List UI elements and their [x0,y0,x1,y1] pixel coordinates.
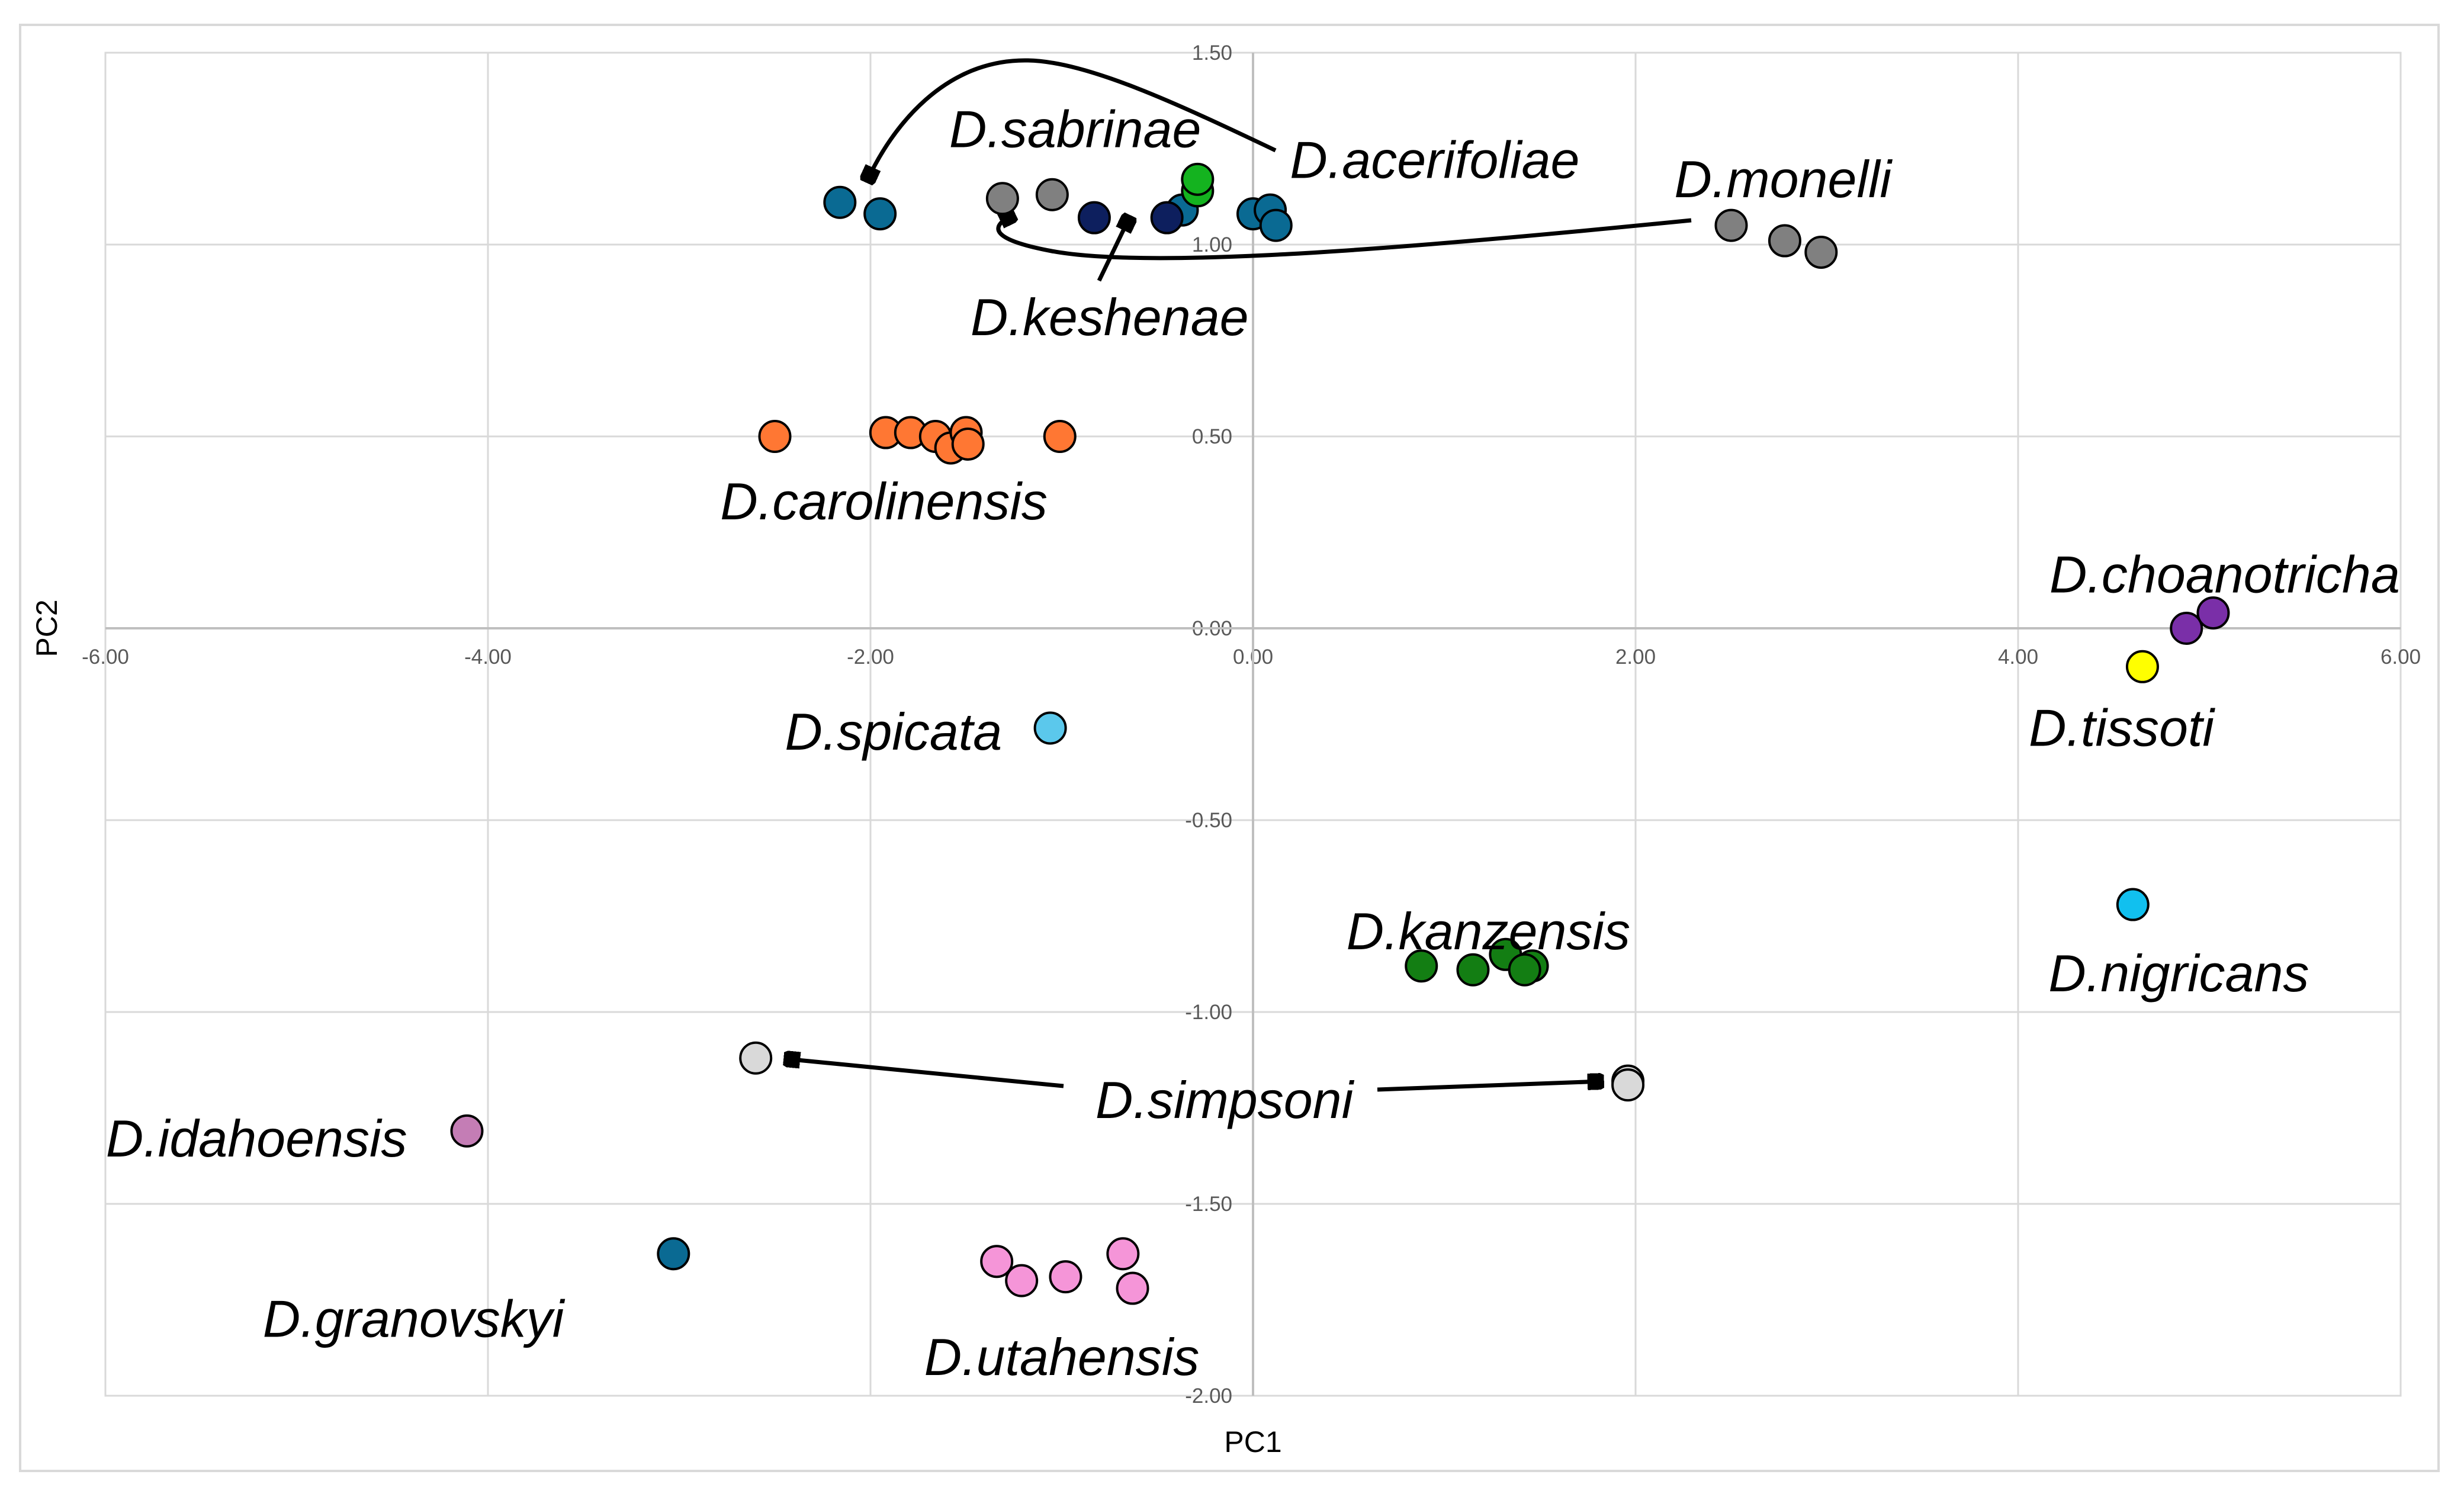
species-label-d-tissoti: D.tissoti [2029,698,2215,757]
data-point [1106,1237,1140,1271]
data-point [1181,162,1215,196]
species-label-d-sabrinae: D.sabrinae [949,100,1202,159]
data-point [951,427,985,461]
arrow-monelli [996,214,1692,261]
data-point [1768,224,1801,258]
series-d-carolinensis [758,416,1077,465]
data-point [2170,612,2203,645]
y-tick-label: -0.50 [1185,809,1232,832]
data-point [1508,953,1541,987]
species-label-d-monelli: D.monelli [1674,150,1893,208]
data-point [739,1041,773,1075]
species-label-d-kanzensis: D.kanzensis [1347,902,1630,960]
arrow-acerifoliae [867,58,1277,181]
series-d-choanotricha [2170,596,2230,645]
data-point [2116,888,2150,921]
axis-layer: -6.00 -4.00 -2.00 0.00 2.00 4.00 6.001.501.000… [30,41,2421,1459]
data-point [985,182,1019,216]
data-point [863,197,897,231]
data-point [657,1237,690,1271]
data-point [1259,208,1293,242]
x-axis-title: PC1 [1224,1425,1281,1459]
data-point [1077,201,1111,234]
y-tick-label: 1.00 [1192,233,1232,256]
species-label-d-keshenae: D.keshenae [971,288,1249,346]
y-axis-title: PC2 [30,599,63,657]
data-point [2196,596,2230,630]
arrow-simpsoni-left [785,1059,1064,1088]
data-point [823,185,857,219]
x-tick-label: -6.00 [82,645,129,669]
data-point [1049,1260,1082,1294]
series-d-simpsoni [739,1041,1645,1102]
series-d-idahoensis [450,1114,484,1148]
species-label-d-nigricans: D.nigricans [2048,944,2309,1003]
series-d-keshenae [1077,201,1184,234]
series-d-tissoti [2125,650,2159,683]
arrow-layer [785,58,1692,1092]
data-point [1804,235,1838,269]
series-d-granovskyi [657,1237,690,1271]
data-point [1611,1068,1645,1102]
data-point [1005,1264,1039,1297]
species-label-d-simpsoni: D.simpsoni [1096,1071,1355,1129]
data-point [1714,208,1748,242]
data-point [758,420,792,453]
series-d-kanzensis [1405,937,1549,987]
arrow-simpsoni-right [1377,1081,1602,1092]
y-tick-label: 0.50 [1192,425,1232,448]
x-tick-label: 6.00 [2381,645,2421,669]
species-label-d-carolinensis: D.carolinensis [720,472,1048,531]
data-point [980,1245,1014,1278]
series-d-spicata [1033,711,1067,745]
species-label-d-acerifoliae: D.acerifoliae [1290,130,1579,189]
data-point [1405,949,1438,983]
data-point [1043,420,1077,453]
point-layer [450,162,2230,1305]
x-tick-label: 2.00 [1615,645,1656,669]
x-tick-label: -4.00 [464,645,512,669]
data-point [1116,1271,1149,1305]
species-label-d-idahoensis: D.idahoensis [106,1109,407,1168]
pca-scatter-plot: -6.00 -4.00 -2.00 0.00 2.00 4.00 6.001.501.000… [30,41,2421,1459]
series-d-acerifoliae [1181,162,1215,208]
data-point [1456,953,1490,987]
chart-frame: -6.00 -4.00 -2.00 0.00 2.00 4.00 6.00 1.50 1.00 0… [19,24,2440,1472]
data-point [2125,650,2159,683]
y-tick-label: -1.50 [1185,1193,1232,1216]
species-label-d-spicata: D.spicata [785,702,1002,761]
arrow-keshenae [1097,217,1130,282]
y-tick-label: -1.00 [1185,1001,1232,1024]
series-d-nigricans [2116,888,2150,921]
y-tick-label: -2.00 [1185,1384,1232,1408]
y-tick-label: 1.50 [1192,41,1232,65]
x-tick-label: 4.00 [1998,645,2038,669]
x-tick-label: -2.00 [847,645,894,669]
series-d-utahensis [980,1237,1149,1305]
label-layer: D.sabrinae D.acerifoliae D.monelli D.keshen… [106,100,2400,1387]
series-d-sabrinae [823,185,1293,242]
series-d-monelli [985,178,1838,269]
data-point [1033,711,1067,745]
species-label-d-choanotricha: D.choanotricha [2049,545,2400,603]
data-point [1035,178,1069,211]
data-point [1150,201,1184,234]
species-label-d-granovskyi: D.granovskyi [263,1289,566,1348]
species-label-d-utahensis: D.utahensis [924,1328,1200,1386]
data-point [450,1114,484,1148]
